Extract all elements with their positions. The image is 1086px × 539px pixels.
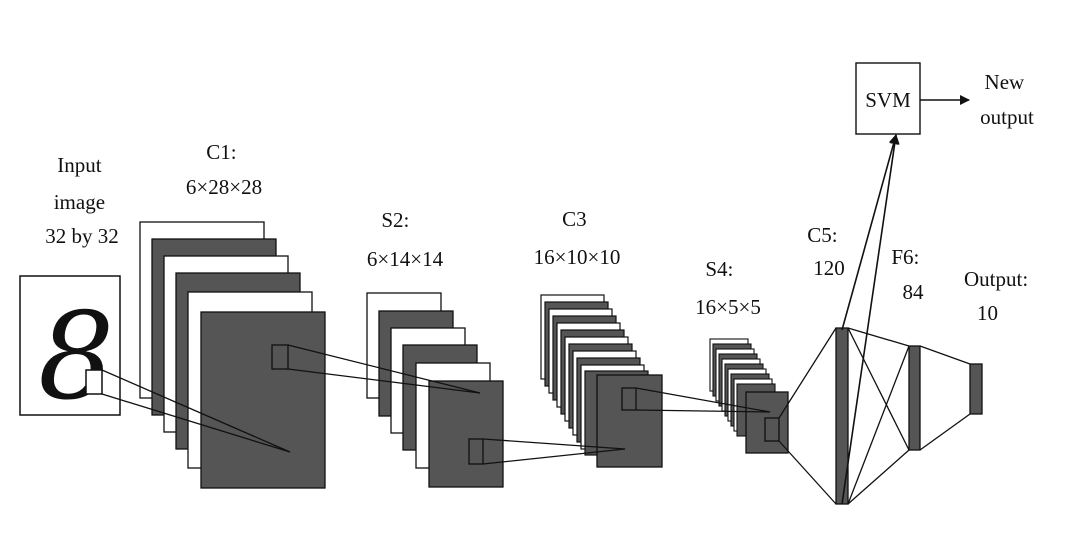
output-layer (969, 363, 983, 415)
c5-to-svm-arrow (841, 134, 899, 331)
f6-label: F6: 84 (891, 245, 924, 304)
svm-box: SVM (855, 62, 921, 135)
f6-layer (908, 345, 921, 451)
svm-label: SVM (865, 88, 911, 112)
c3-label: C3 16×10×10 (534, 207, 621, 269)
s2-receptive-field (468, 438, 484, 465)
s4-label: S4: 16×5×5 (695, 257, 761, 319)
s2-feature-maps (366, 292, 504, 488)
c3-feature-maps (540, 294, 663, 468)
fully-connected-layers (778, 327, 983, 505)
new-output-label: New output (980, 70, 1034, 129)
svm-branch (841, 95, 970, 505)
output-label: Output: 10 (964, 267, 1033, 325)
c5-bottom-to-svm-arrow (841, 134, 900, 505)
input-receptive-field (85, 369, 103, 395)
c1-label: C1: 6×28×28 (186, 140, 262, 199)
c3-receptive-field (621, 387, 637, 411)
input-label: Input image 32 by 32 (45, 153, 119, 248)
c5-label: C5: 120 (807, 223, 845, 280)
s4-feature-maps (709, 338, 789, 454)
s4-receptive-field (764, 417, 780, 442)
convolution-projection-lines (101, 344, 771, 465)
c1-feature-maps (139, 221, 326, 489)
s2-label: S2: 6×14×14 (367, 208, 444, 271)
c1-receptive-field (271, 344, 289, 370)
input-image: 8 (19, 275, 121, 427)
input-digit: 8 (38, 288, 114, 427)
